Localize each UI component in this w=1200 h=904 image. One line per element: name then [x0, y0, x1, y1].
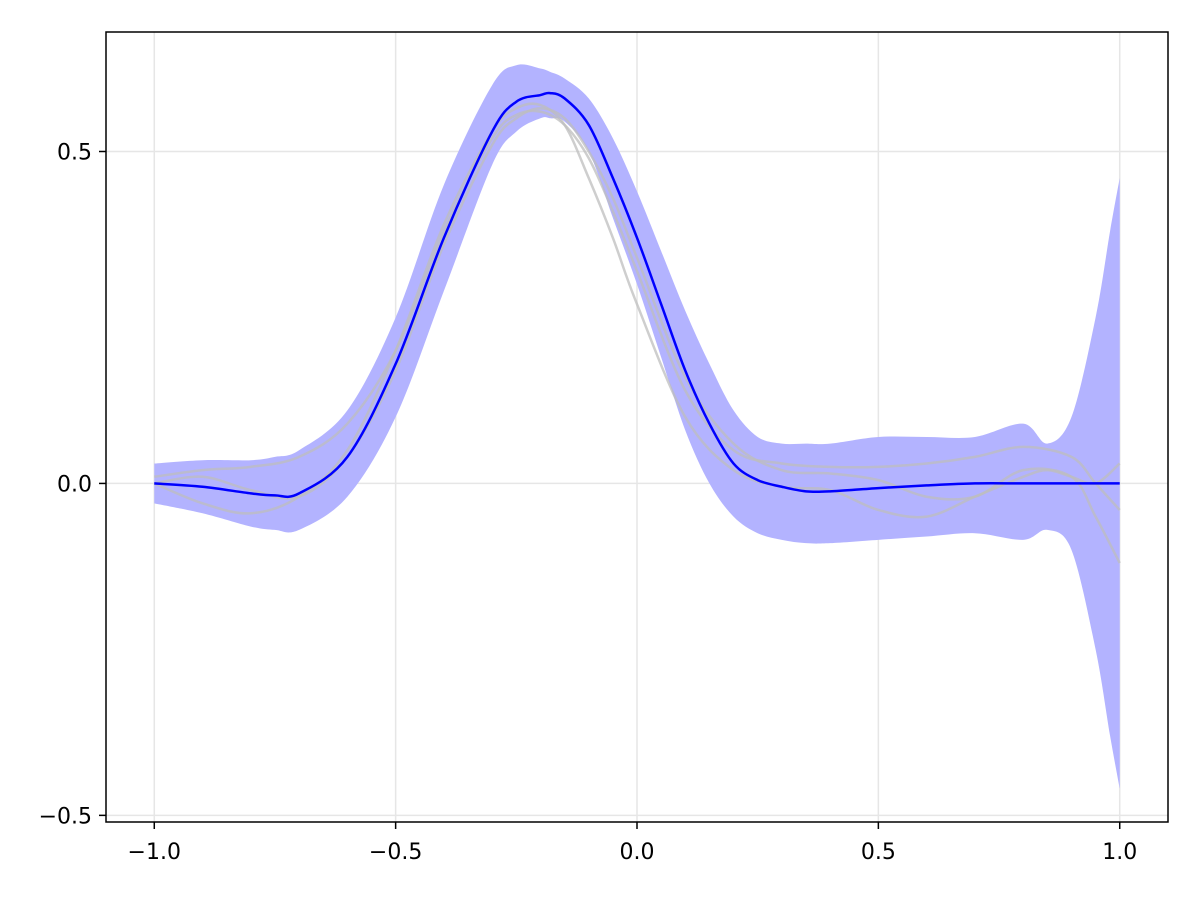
- confidence-band-layer: [154, 64, 1120, 789]
- x-tick-label: −0.5: [369, 840, 422, 865]
- mean-line: [154, 91, 1120, 499]
- y-tick-label: 0.0: [57, 472, 92, 497]
- sample-line: [153, 102, 1121, 519]
- x-tick-label: 1.0: [1102, 840, 1137, 865]
- sample-line: [154, 109, 1121, 511]
- x-tick-label: 0.5: [861, 840, 896, 865]
- mean-line-layer: [154, 91, 1120, 499]
- y-tick-label: 0.5: [57, 140, 92, 165]
- axis-ticks: −1.0 −0.5 0.0 0.5 1.0 −0.5 0.0 0.5: [39, 140, 1138, 865]
- x-tick-label: 0.0: [620, 840, 655, 865]
- x-tick-label: −1.0: [128, 840, 181, 865]
- confidence-band: [154, 64, 1120, 789]
- y-tick-label: −0.5: [39, 804, 92, 829]
